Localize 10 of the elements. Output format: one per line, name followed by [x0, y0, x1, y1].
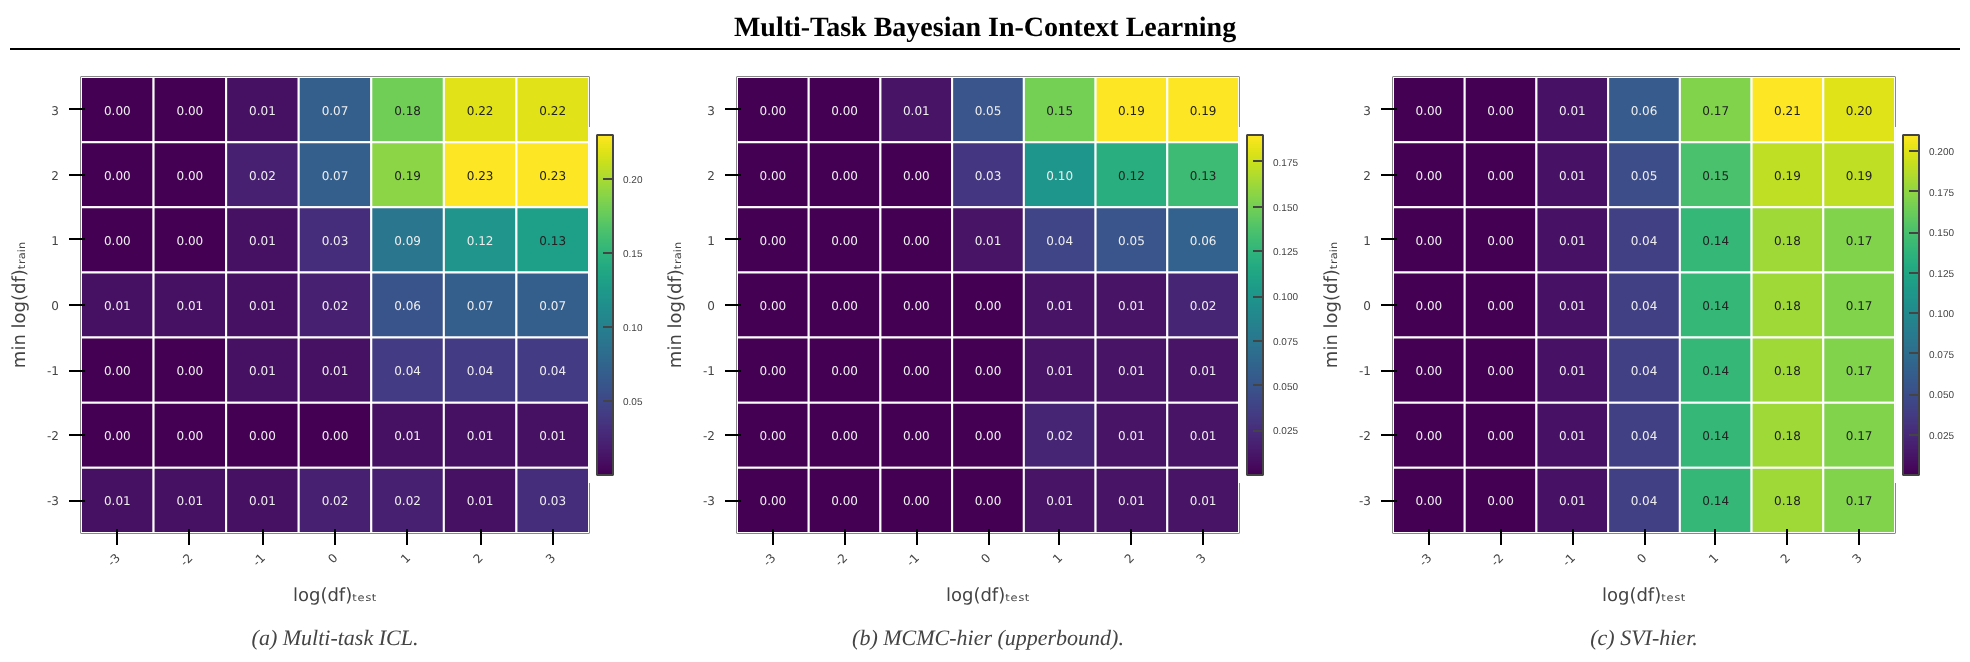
x-axis-title: log(df)ₜₑₛₜ — [945, 586, 1031, 607]
y-axis-title: min log(df)ₜᵣₐᵢₙ — [1323, 241, 1344, 369]
text: (b) MCMC-hier (upperbound). — [852, 627, 1124, 651]
y-axis-title: min log(df)ₜᵣₐᵢₙ — [667, 241, 688, 369]
x-axis-title: log(df)ₜₑₛₜ — [1601, 586, 1687, 607]
text: (a) Multi-task ICL. — [251, 627, 419, 651]
x-axis-title: log(df)ₜₑₛₜ — [292, 586, 378, 607]
text: (c) SVI-hier. — [1590, 627, 1698, 651]
chart-title: Multi-Task Bayesian In-Context Learning — [733, 12, 1237, 48]
y-axis-title: min log(df)ₜᵣₐᵢₙ — [11, 241, 32, 369]
